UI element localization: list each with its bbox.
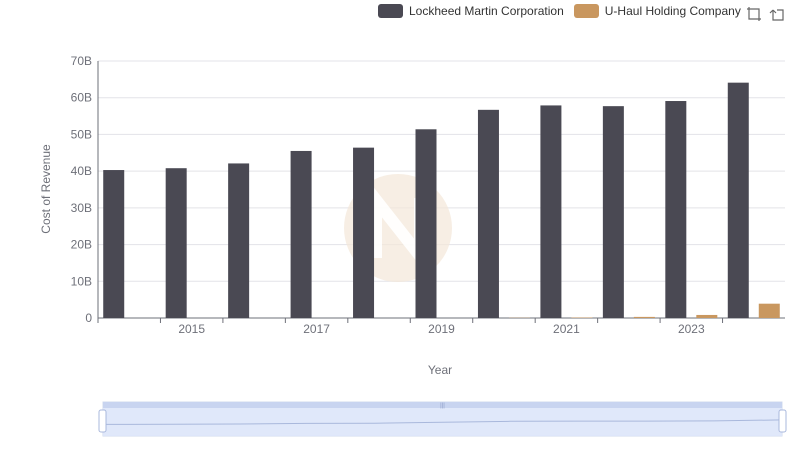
legend-label-lockheed: Lockheed Martin Corporation [409, 4, 564, 18]
y-axis-title: Cost of Revenue [39, 144, 53, 234]
bar-uhaul-2024[interactable] [758, 303, 780, 318]
datazoom-handle-bar[interactable] [103, 402, 782, 408]
y-tick-label: 10B [71, 274, 92, 288]
legend-label-uhaul: U-Haul Holding Company [604, 4, 741, 18]
bar-lockheed-2016[interactable] [228, 163, 250, 318]
legend-item-lockheed[interactable]: Lockheed Martin Corporation [378, 4, 564, 18]
datazoom-left-handle[interactable] [98, 409, 107, 433]
x-tick-label: 2023 [678, 322, 705, 336]
bar-lockheed-2020[interactable] [477, 109, 499, 318]
bar-lockheed-2015[interactable] [165, 168, 187, 318]
bar-lockheed-2014[interactable] [103, 170, 125, 318]
bar-uhaul-2022[interactable] [633, 316, 655, 318]
chart-legend: Lockheed Martin Corporation U-Haul Holdi… [378, 4, 741, 18]
bar-lockheed-2023[interactable] [665, 101, 687, 318]
bar-lockheed-2024[interactable] [727, 82, 749, 318]
y-tick-label: 30B [71, 201, 92, 215]
bar-lockheed-2017[interactable] [290, 150, 312, 318]
x-tick-label: 2015 [178, 322, 205, 336]
reset-zoom-icon[interactable] [768, 6, 784, 22]
bar-lockheed-2021[interactable] [540, 105, 562, 318]
legend-swatch-lockheed [378, 4, 403, 18]
bar-lockheed-2019[interactable] [415, 129, 437, 318]
x-tick-label: 2021 [553, 322, 580, 336]
y-tick-label: 70B [71, 54, 92, 68]
legend-item-uhaul[interactable]: U-Haul Holding Company [573, 4, 741, 18]
datazoom-right-handle[interactable] [778, 409, 787, 433]
y-tick-label: 50B [71, 127, 92, 141]
y-tick-label: 0 [85, 311, 92, 325]
legend-swatch-uhaul [573, 4, 599, 18]
x-axis-title: Year [428, 363, 452, 377]
bar-lockheed-2022[interactable] [602, 106, 624, 318]
bar-uhaul-2023[interactable] [696, 314, 718, 318]
y-tick-label: 60B [71, 91, 92, 105]
datazoom-grip-icon[interactable]: ||| [440, 403, 445, 409]
bar-lockheed-2018[interactable] [353, 147, 375, 318]
y-tick-label: 20B [71, 238, 92, 252]
y-tick-label: 40B [71, 164, 92, 178]
x-tick-label: 2017 [303, 322, 330, 336]
x-tick-label: 2019 [428, 322, 455, 336]
zoom-icon[interactable] [746, 6, 762, 22]
datazoom-preview-line [102, 419, 783, 425]
chart-toolbox [746, 6, 784, 22]
